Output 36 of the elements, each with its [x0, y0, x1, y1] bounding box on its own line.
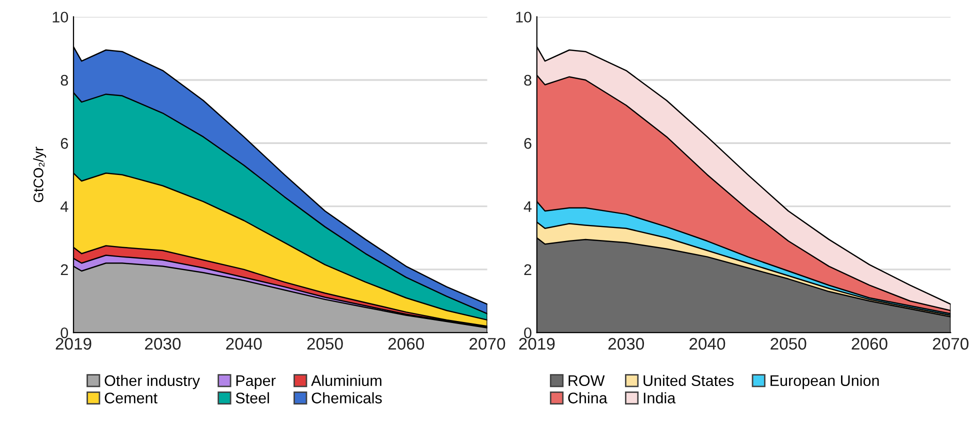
y-tick-label: 8: [60, 74, 68, 86]
x-tick-label: 2070: [932, 338, 968, 350]
legend-label: ROW: [568, 375, 605, 386]
x-tick-label: 2040: [690, 338, 726, 350]
legend-label: Chemicals: [312, 392, 382, 404]
y-tick-label: 2: [524, 264, 532, 275]
legend-label: United States: [644, 374, 734, 386]
legend-label: Cement: [104, 392, 158, 404]
y-tick-label: 0: [60, 327, 68, 338]
legend-label: Paper: [236, 375, 276, 390]
legend-label: India: [644, 392, 676, 404]
y-axis-title: GtCO₂/yr: [33, 146, 46, 202]
y-tick-label: 6: [60, 138, 68, 149]
x-tick-label: 2060: [388, 338, 424, 350]
x-tick-label: 2030: [145, 338, 181, 350]
legend-label: European Union: [770, 374, 879, 390]
legend-label: Steel: [236, 392, 269, 404]
legend-label: Other industry: [104, 374, 200, 390]
y-tick-label: 6: [524, 138, 532, 149]
y-tick-label: 4: [524, 201, 532, 212]
y-tick-label: 10: [516, 12, 532, 23]
legend-label: China: [568, 392, 608, 404]
y-tick-label: 0: [524, 327, 532, 338]
x-tick-label: 2050: [770, 338, 806, 350]
y-tick-label: 2: [60, 264, 68, 275]
x-tick-label: 2050: [307, 338, 343, 350]
x-tick-label: 2019: [519, 338, 555, 350]
legend-label: Aluminium: [311, 374, 382, 386]
y-tick-label: 8: [524, 74, 532, 86]
x-tick-label: 2019: [56, 338, 92, 350]
x-tick-label: 2040: [226, 338, 262, 350]
x-tick-label: 2070: [470, 338, 506, 350]
x-tick-label: 2060: [852, 338, 888, 350]
x-tick-label: 2030: [608, 338, 644, 350]
y-tick-label: 10: [52, 12, 68, 23]
y-tick-label: 4: [60, 201, 68, 212]
